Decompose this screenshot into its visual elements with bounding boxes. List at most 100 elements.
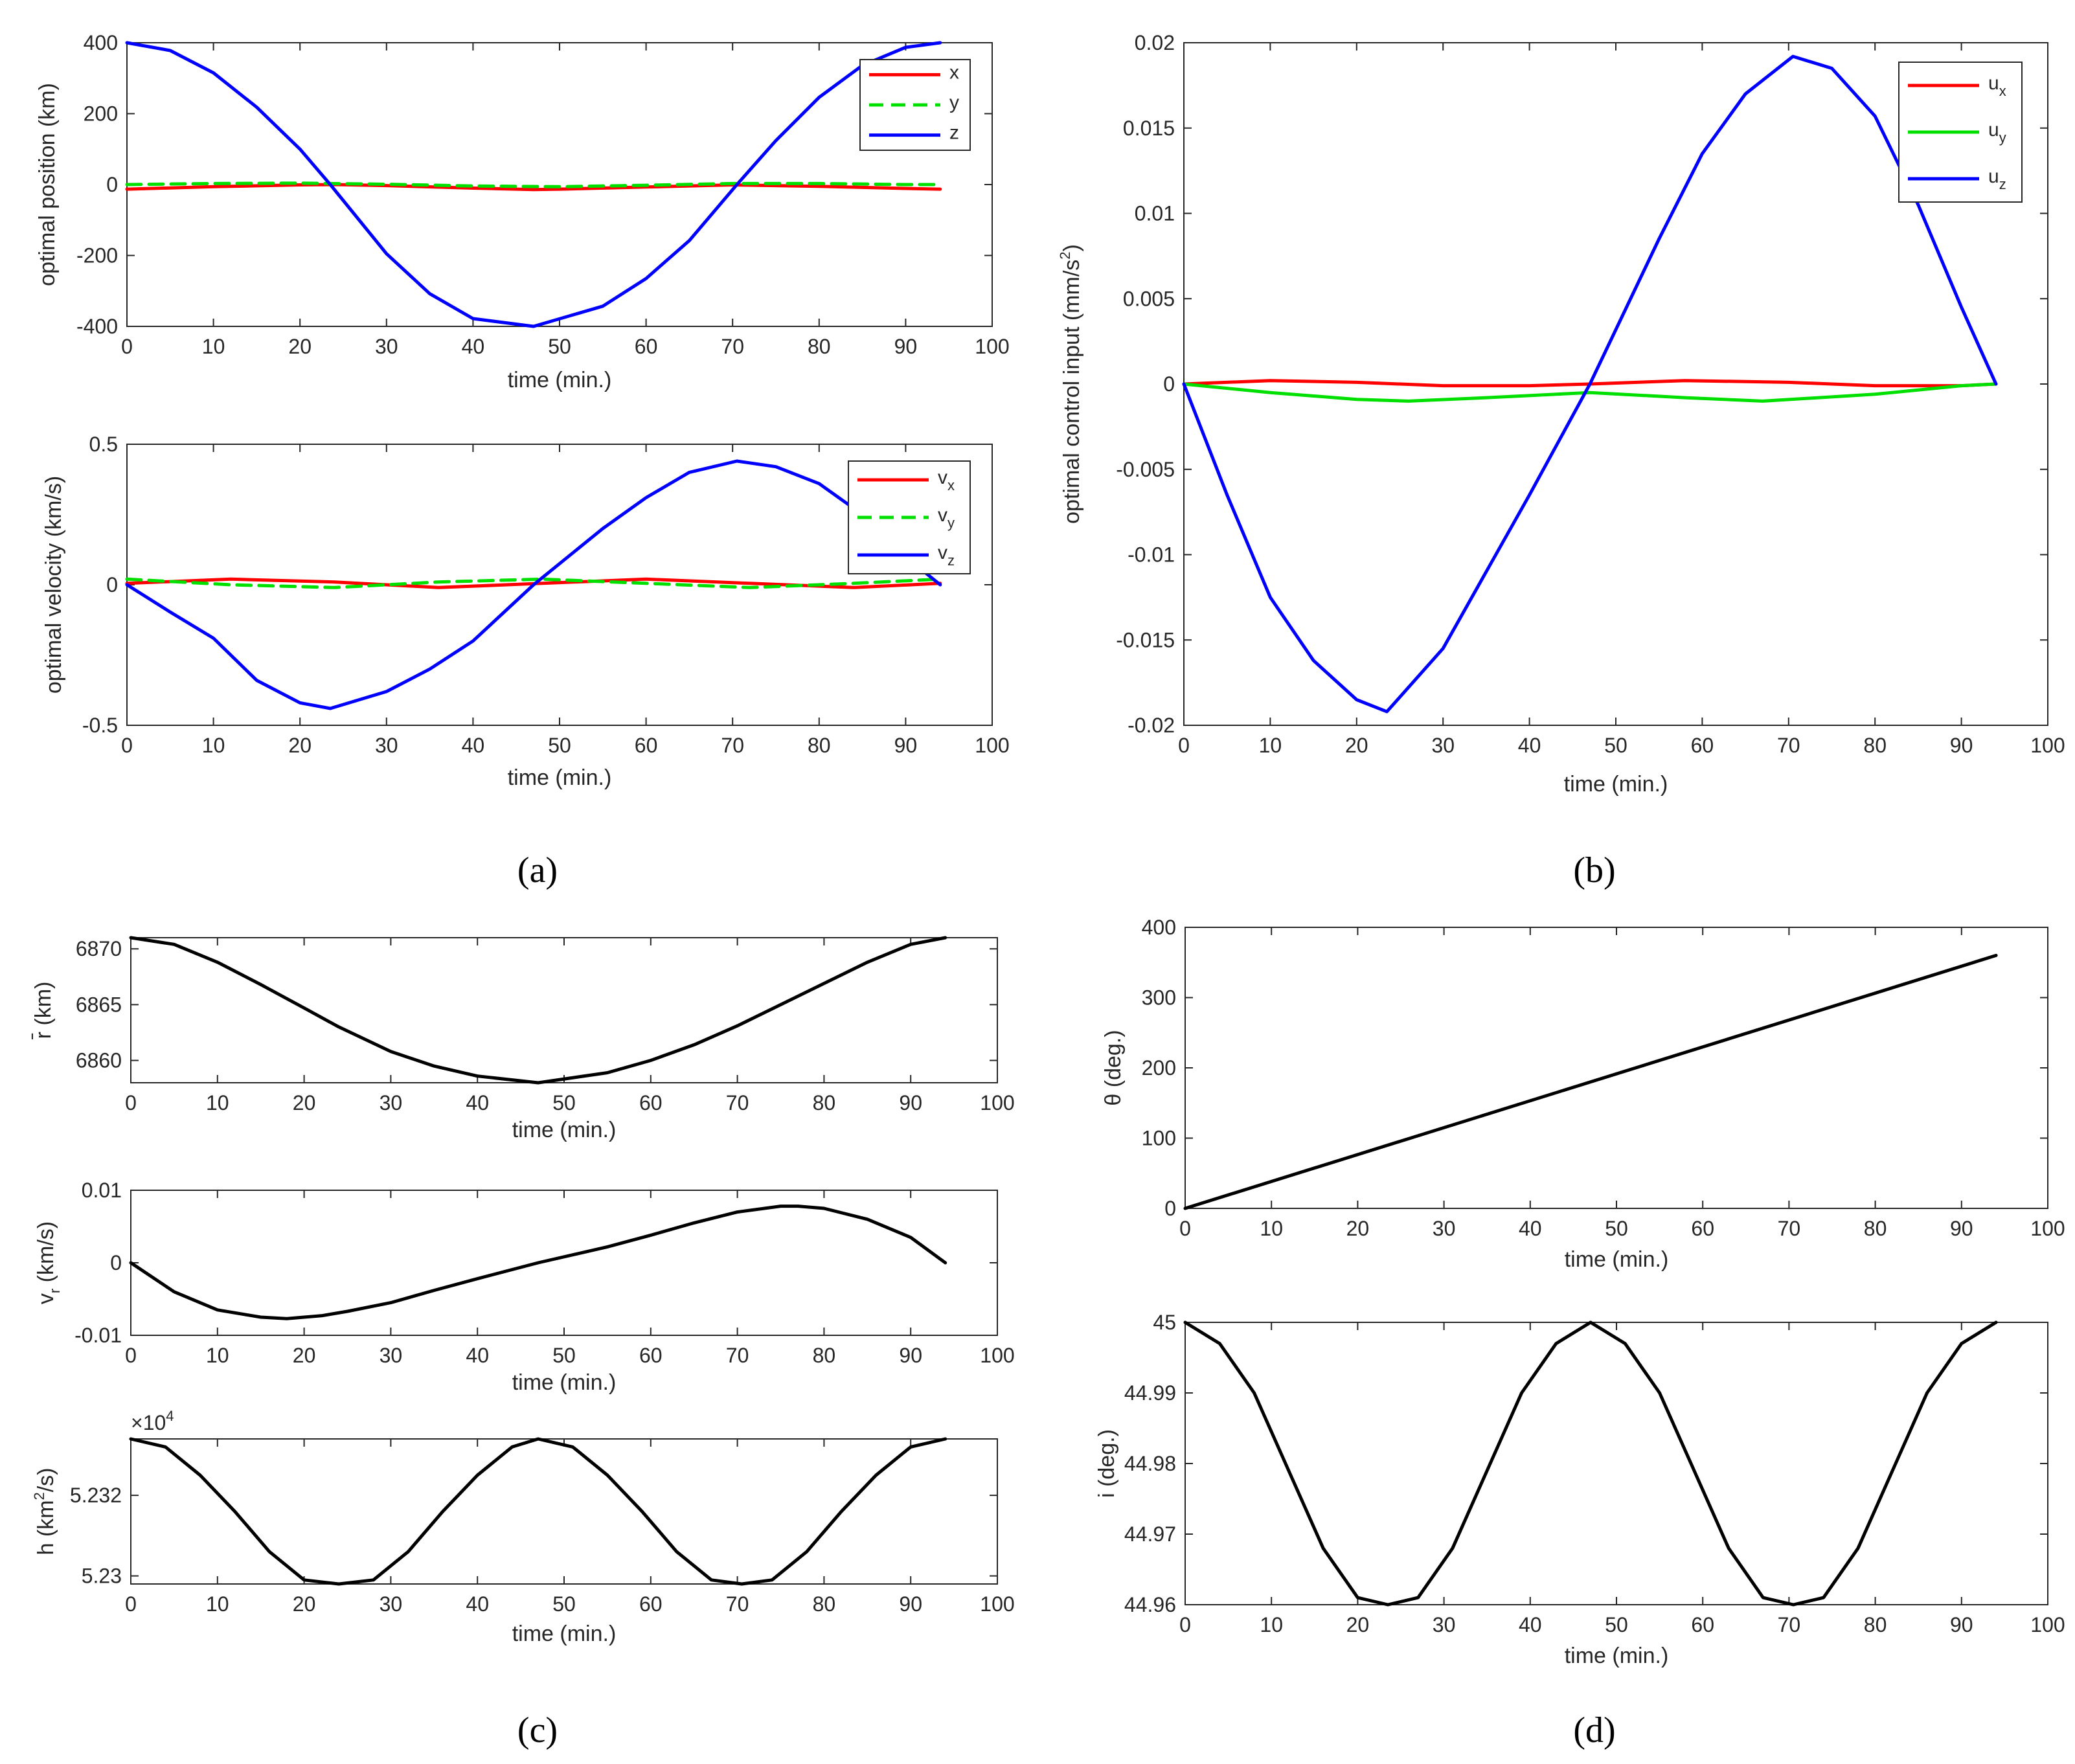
legend-label-vz: vz [938, 542, 955, 569]
y-tick-label: 5.23 [82, 1565, 122, 1588]
x-tick-label: 70 [721, 335, 744, 358]
x-tick-label: 60 [1691, 1217, 1714, 1240]
x-tick-label: 80 [1863, 734, 1887, 757]
x-tick-label: 50 [552, 1091, 576, 1114]
x-axis-label: time (min.) [512, 1118, 617, 1142]
y-tick-label: -0.015 [1116, 628, 1175, 651]
legend: xyz [859, 59, 971, 151]
chart-h: 0 10 20 30 40 50 60 70 80 90 100 5.23 5.232 time (min… [31, 1408, 1015, 1646]
legend: ux uy uz [1898, 62, 2023, 203]
legend-label-z: z [949, 122, 959, 144]
x-axis-label: time (min.) [1564, 772, 1668, 797]
series-x [125, 183, 942, 192]
x-tick-label: 0 [125, 1091, 137, 1114]
x-tick-label: 90 [894, 734, 918, 757]
x-tick-label: 60 [639, 1592, 663, 1616]
y-tick-label: 0.01 [82, 1179, 122, 1202]
x-tick-label: 50 [1604, 734, 1627, 757]
caption-d: (d) [1573, 1710, 1615, 1750]
x-tick-label: 60 [1691, 1613, 1714, 1636]
x-tick-label: 0 [121, 734, 133, 757]
x-tick-label: 50 [548, 734, 571, 757]
x-tick-label: 60 [635, 335, 658, 358]
x-tick-label: 70 [726, 1344, 749, 1367]
x-tick-label: 90 [899, 1592, 922, 1616]
y-tick-label: 44.98 [1124, 1452, 1176, 1475]
x-tick-label: 40 [466, 1592, 489, 1616]
x-tick-label: 10 [202, 335, 225, 358]
y-tick-label: 6860 [76, 1049, 122, 1072]
x-tick-label: 0 [125, 1344, 137, 1367]
y-axis-label: r̄ (km) [31, 982, 56, 1040]
x-tick-label: 30 [380, 1344, 403, 1367]
x-tick-label: 80 [808, 734, 831, 757]
x-tick-label: 70 [726, 1091, 749, 1114]
x-tick-label: 20 [1346, 1217, 1370, 1240]
x-tick-label: 80 [813, 1344, 836, 1367]
x-tick-label: 10 [1259, 734, 1282, 757]
y-tick-label: -0.01 [74, 1324, 122, 1347]
y-axis-label: optimal position (km) [35, 83, 60, 286]
y-tick-label: 44.99 [1124, 1381, 1176, 1405]
axes-box [1185, 1322, 2048, 1605]
chart-theta: 0 10 20 30 40 50 60 70 80 90 100 0 100 200 300 400 time … [1101, 916, 2065, 1272]
y-tick-label: 400 [1142, 916, 1176, 939]
y-tick-label: 6865 [76, 993, 122, 1016]
series-y [125, 181, 942, 188]
x-tick-label: 100 [980, 1592, 1014, 1616]
y-tick-label: 300 [1142, 986, 1176, 1010]
series-h [129, 1437, 947, 1586]
x-tick-label: 30 [1431, 734, 1455, 757]
x-tick-label: 30 [1433, 1217, 1456, 1240]
series-z [125, 41, 942, 328]
x-tick-label: 20 [288, 335, 312, 358]
x-tick-label: 10 [1260, 1613, 1283, 1636]
x-tick-label: 0 [121, 335, 133, 358]
x-tick-label: 40 [1519, 1613, 1542, 1636]
x-tick-label: 100 [975, 734, 1009, 757]
y-tick-label: 200 [84, 102, 118, 126]
y-tick-label: 0.005 [1123, 287, 1175, 310]
x-tick-label: 60 [639, 1344, 663, 1367]
axes-box [130, 937, 998, 1083]
plot-layer: 0 10 20 30 40 50 60 70 80 90 100-400-2000200400tim… [31, 31, 2065, 1668]
x-tick-label: 70 [726, 1592, 749, 1616]
x-axis-label: time (min.) [1565, 1644, 1669, 1668]
x-tick-label: 90 [899, 1091, 922, 1114]
y-tick-label: 100 [1142, 1127, 1176, 1150]
x-tick-label: 20 [288, 734, 312, 757]
x-tick-label: 40 [466, 1091, 489, 1114]
x-tick-label: 40 [462, 335, 485, 358]
x-tick-label: 90 [899, 1344, 922, 1367]
y-tick-label: 45 [1153, 1311, 1176, 1334]
y-axis-label: θ (deg.) [1101, 1030, 1126, 1105]
x-tick-label: 10 [206, 1592, 229, 1616]
y-tick-label: 0 [1163, 372, 1175, 396]
x-tick-label: 20 [293, 1344, 316, 1367]
x-tick-label: 40 [1519, 1217, 1542, 1240]
y-tick-label: 0 [106, 573, 118, 596]
axes-box [1185, 927, 2048, 1209]
caption-c: (c) [517, 1710, 558, 1750]
x-tick-label: 50 [1605, 1217, 1628, 1240]
legend-label-uy: uy [1988, 119, 2006, 146]
legend-label-uz: uz [1988, 166, 2006, 192]
y-tick-label: 0 [110, 1251, 122, 1274]
x-tick-label: 50 [548, 335, 571, 358]
legend-label-x: x [949, 62, 959, 83]
x-tick-label: 20 [1346, 1613, 1370, 1636]
x-axis-label: time (min.) [508, 368, 612, 392]
x-tick-label: 0 [125, 1592, 137, 1616]
axes-box [130, 1190, 998, 1336]
chart-r: 0 10 20 30 40 50 60 70 80 90 100 6860 6865 6870 time (… [31, 936, 1015, 1142]
x-tick-label: 70 [721, 734, 744, 757]
x-tick-label: 80 [1864, 1613, 1887, 1636]
x-tick-label: 70 [1777, 734, 1800, 757]
y-tick-label: -0.02 [1128, 714, 1175, 737]
chart-ctrl: 0 10 20 30 40 50 60 70 80 90 100 -0.02 -0.015 -0.01 -0… [1057, 31, 2065, 797]
x-tick-label: 30 [380, 1592, 403, 1616]
x-tick-label: 20 [1345, 734, 1368, 757]
x-tick-label: 40 [462, 734, 485, 757]
x-tick-label: 30 [1433, 1613, 1456, 1636]
